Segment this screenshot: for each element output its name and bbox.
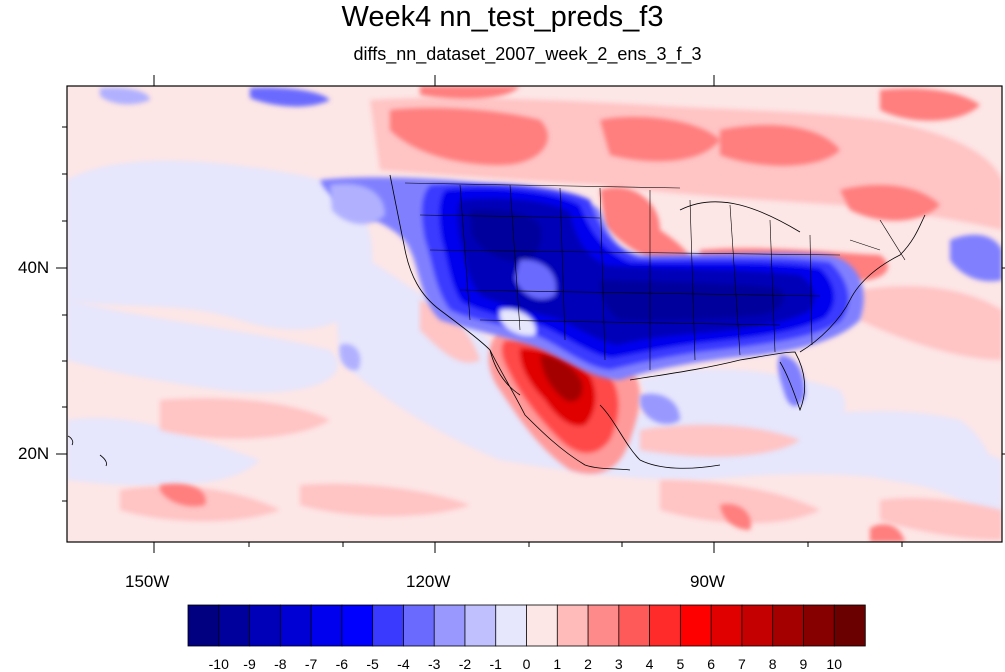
colorbar-swatch — [433, 604, 466, 647]
colorbar-tick-label: 7 — [738, 656, 746, 672]
colorbar-tick-label: -4 — [397, 656, 410, 672]
colorbar-tick-label: -2 — [458, 656, 472, 672]
axis-ticks — [56, 75, 1005, 553]
colorbar-tick-label: 4 — [645, 656, 654, 672]
colorbar-swatch — [495, 604, 528, 647]
map-title: Week4 nn_test_preds_f3 — [341, 1, 664, 33]
colorbar-tick-label: -3 — [427, 656, 441, 672]
colorbar-tick-label: 9 — [799, 656, 808, 672]
colorbar-swatch — [587, 604, 620, 647]
colorbar-swatch — [618, 604, 651, 647]
x-tick-label-120w: 120W — [406, 572, 451, 591]
colorbar-swatch — [679, 604, 712, 647]
colorbar-swatch — [833, 604, 866, 647]
colorbar-swatch — [556, 604, 589, 647]
colorbar-tick-label: -5 — [366, 656, 379, 672]
x-tick-label-90w: 90W — [690, 572, 725, 591]
colorbar-swatch — [526, 604, 558, 647]
colorbar-tick-label: 8 — [768, 656, 777, 672]
anomaly-misc-blue-region — [100, 87, 1002, 425]
colorbar-swatch — [403, 604, 435, 647]
colorbar-tick-label: 3 — [614, 656, 623, 672]
colorbar-swatch — [741, 604, 774, 647]
colorbar-swatch — [803, 604, 835, 647]
map-frame — [66, 85, 1003, 543]
colorbar-swatch — [772, 604, 805, 647]
anomaly-us-cold-region — [320, 177, 864, 380]
colorbar-tick-label: 5 — [676, 656, 685, 672]
coastline-lines — [67, 174, 926, 471]
colorbar-tick-label: 6 — [707, 656, 716, 672]
colorbar-tick-label: -8 — [274, 656, 287, 672]
colorbar-tick-label: -6 — [335, 656, 349, 672]
anomaly-field — [67, 86, 1002, 542]
colorbar-swatch — [218, 604, 251, 647]
colorbar-tick-label: -10 — [208, 656, 229, 672]
colorbar-swatch — [279, 604, 312, 647]
y-tick-label-40n: 40N — [18, 258, 50, 277]
anomaly-pale-blue-region — [67, 160, 1002, 520]
colorbar-tick-label: -9 — [243, 656, 256, 672]
colorbar-tick-label: 2 — [584, 656, 592, 672]
y-tick-label-20n: 20N — [18, 444, 50, 463]
colorbar-tick-label: 10 — [826, 656, 842, 672]
colorbar-tick-label: 1 — [553, 656, 562, 672]
colorbar — [187, 604, 866, 647]
x-tick-label-150w: 150W — [125, 572, 170, 591]
colorbar-tick-label: -7 — [304, 656, 318, 672]
colorbar-swatch — [464, 604, 497, 647]
colorbar-swatch — [649, 604, 682, 647]
colorbar-swatch — [710, 604, 743, 647]
colorbar-swatch — [341, 604, 374, 647]
colorbar-swatch — [249, 604, 282, 647]
colorbar-swatch — [187, 604, 220, 647]
colorbar-swatch — [372, 604, 405, 647]
colorbar-swatch — [310, 604, 343, 647]
map-subtitle: diffs_nn_dataset_2007_week_2_ens_3_f_3 — [353, 44, 702, 64]
colorbar-tick-label: 0 — [522, 656, 531, 672]
colorbar-tick-label: -1 — [489, 656, 502, 672]
state-border-lines — [404, 182, 906, 370]
